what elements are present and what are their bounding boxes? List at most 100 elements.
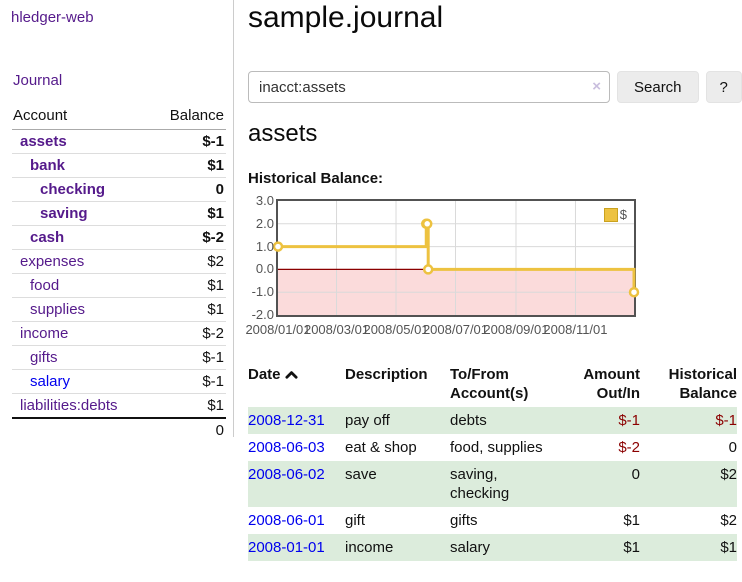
y-axis-tick-label: -1.0 xyxy=(251,284,274,300)
transaction-accounts: gifts xyxy=(450,512,478,529)
sidebar-account-row: assets $-1 xyxy=(12,130,226,154)
data-point-marker xyxy=(628,286,640,298)
sidebar-account-link[interactable]: food xyxy=(30,277,60,294)
transaction-balance: 0 xyxy=(728,439,737,456)
data-point-marker xyxy=(421,218,433,230)
sidebar-account-link[interactable]: salary xyxy=(30,373,71,390)
x-axis-tick-label: 2008/03/01 xyxy=(303,322,370,337)
sidebar-account-balance: 0 xyxy=(150,177,226,202)
sidebar-account-link[interactable]: saving xyxy=(40,205,88,222)
register-row: 2008-12-31 pay off debts $-1 $-1 xyxy=(248,407,737,434)
register-header-balance: Historical Balance xyxy=(668,366,737,402)
sidebar-account-balance: $-1 xyxy=(150,345,226,370)
transaction-date-link[interactable]: 2008-12-31 xyxy=(248,412,325,429)
search-button[interactable]: Search xyxy=(617,71,699,103)
sidebar-item-journal[interactable]: Journal xyxy=(13,72,63,89)
page-title: sample.journal xyxy=(248,1,444,34)
sidebar-account-link[interactable]: assets xyxy=(20,133,67,150)
sidebar-account-balance: $-1 xyxy=(202,133,224,150)
clear-search-icon[interactable]: × xyxy=(592,78,601,95)
x-axis-tick-label: 2008/09/01 xyxy=(483,322,549,337)
account-heading: assets xyxy=(248,120,318,147)
accounts-header-account: Account xyxy=(12,104,151,130)
sidebar-account-row: liabilities:debts $1 xyxy=(12,393,226,418)
sidebar-account-row: food $1 xyxy=(12,273,226,298)
sidebar-account-link[interactable]: income xyxy=(20,325,69,342)
sidebar-account-link[interactable]: gifts xyxy=(30,349,58,366)
search-form: × Search ? xyxy=(248,71,742,103)
chart-title: Historical Balance: xyxy=(248,170,384,187)
transaction-amount: $1 xyxy=(623,512,640,529)
data-point-marker xyxy=(272,241,284,252)
sidebar-account-balance: $-2 xyxy=(150,321,226,346)
sidebar-account-row: gifts $-1 xyxy=(12,345,226,370)
chart-legend: $ xyxy=(603,207,627,222)
transaction-date-link[interactable]: 2008-06-03 xyxy=(248,439,325,456)
register-header-description: Description xyxy=(345,366,428,383)
x-axis-tick-label: 2008/05/01 xyxy=(363,322,429,337)
sidebar-account-balance: $-2 xyxy=(150,225,226,250)
register-header-accounts: To/From Account(s) xyxy=(450,366,529,402)
transaction-balance: $1 xyxy=(640,534,737,561)
accounts-total-spacer xyxy=(12,417,151,442)
register-header-date-label: Date xyxy=(248,366,281,383)
search-input[interactable] xyxy=(248,71,610,103)
transaction-amount: $-2 xyxy=(618,439,640,456)
transaction-date-link[interactable]: 2008-06-02 xyxy=(248,466,325,483)
chart-plot-area[interactable]: $ xyxy=(272,199,640,317)
sidebar-account-link[interactable]: bank xyxy=(30,157,66,174)
transaction-balance: $2 xyxy=(720,512,737,529)
legend-swatch-icon xyxy=(603,207,618,222)
sidebar-account-balance: $1 xyxy=(150,393,226,418)
sidebar-account-row: income $-2 xyxy=(12,321,226,346)
transaction-accounts: saving, checking xyxy=(450,461,570,507)
chart-canvas xyxy=(272,201,640,315)
sidebar-account-balance: $1 xyxy=(150,153,226,178)
transaction-description: eat & shop xyxy=(345,439,417,456)
transaction-description: gift xyxy=(345,512,366,529)
transaction-accounts: salary xyxy=(450,534,570,561)
sidebar-account-link[interactable]: cash xyxy=(30,229,65,246)
sidebar-divider xyxy=(233,0,234,437)
transaction-date-link[interactable]: 2008-01-01 xyxy=(248,539,325,556)
accounts-header-balance: Balance xyxy=(150,104,226,130)
sidebar-account-balance: $1 xyxy=(150,297,226,322)
x-axis-tick-label: 2008/11/01 xyxy=(543,322,608,337)
y-axis-tick-label: 0.0 xyxy=(255,261,274,277)
register-header-amount: Amount Out/In xyxy=(583,366,640,402)
x-axis-tick-label: 2008/01/01 xyxy=(245,322,311,337)
accounts-total-row: 0 xyxy=(12,417,226,442)
search-help-button[interactable]: ? xyxy=(705,71,742,103)
register-header-row: Date Description To/From Account(s) Amou… xyxy=(248,360,737,407)
sidebar-account-balance: $1 xyxy=(150,201,226,226)
accounts-header-row: Account Balance xyxy=(12,104,226,130)
transaction-description: pay off xyxy=(345,407,450,434)
sidebar-account-link[interactable]: liabilities:debts xyxy=(20,397,118,414)
sidebar-account-row: salary $-1 xyxy=(12,369,226,394)
register-row: 2008-01-01 income salary $1 $1 xyxy=(248,534,737,561)
transaction-balance: $2 xyxy=(640,461,737,507)
sidebar-account-row: supplies $1 xyxy=(12,297,226,322)
y-axis-tick-label: 1.0 xyxy=(255,238,274,254)
register-row: 2008-06-01 gift gifts $1 $2 xyxy=(248,507,737,534)
sidebar-account-balance: $1 xyxy=(150,273,226,298)
sidebar-account-row: saving $1 xyxy=(12,201,226,226)
legend-series-label: $ xyxy=(619,207,627,222)
sidebar-account-link[interactable]: expenses xyxy=(20,253,85,270)
sidebar-account-link[interactable]: checking xyxy=(40,181,106,198)
register-row: 2008-06-03 eat & shop food, supplies $-2… xyxy=(248,434,737,461)
transaction-description: income xyxy=(345,534,450,561)
historical-balance-chart: $ 3.0 2.0 1.0 0.0 -1.0 -2.0 2008/01/01 2008/03/… xyxy=(245,193,737,346)
accounts-total-balance: 0 xyxy=(150,417,226,442)
y-axis-tick-label: 3.0 xyxy=(255,193,274,208)
sidebar-account-balance: $-1 xyxy=(150,369,226,394)
sidebar-account-row: cash $-2 xyxy=(12,225,226,250)
y-axis-tick-label: -2.0 xyxy=(251,307,274,322)
transaction-accounts: food, supplies xyxy=(450,439,543,456)
transaction-date-link[interactable]: 2008-06-01 xyxy=(248,512,325,529)
sidebar-account-balance: $2 xyxy=(150,249,226,274)
register-header-date[interactable]: Date xyxy=(248,360,345,407)
app-brand-link[interactable]: hledger-web xyxy=(11,9,94,26)
y-axis-tick-label: 2.0 xyxy=(255,215,274,231)
sidebar-account-link[interactable]: supplies xyxy=(30,301,86,318)
